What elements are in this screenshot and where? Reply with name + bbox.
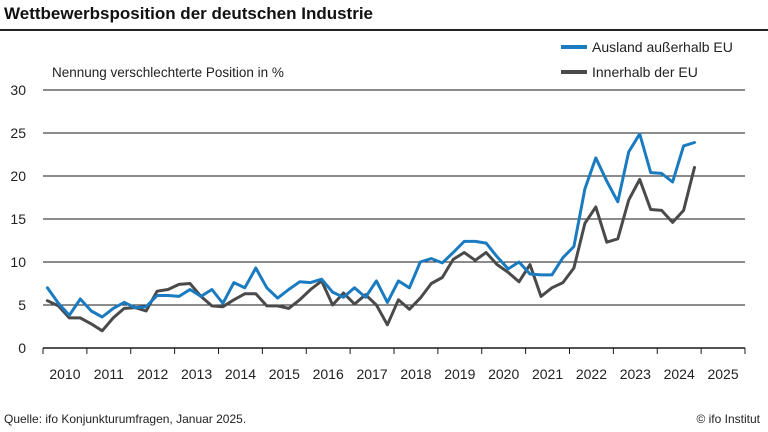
series-layer	[45, 132, 696, 333]
series-line-inside-eu	[45, 165, 696, 333]
x-tick-label: 2013	[181, 366, 212, 382]
x-tick-label: 2023	[620, 366, 651, 382]
x-tick-label: 2024	[664, 366, 695, 382]
x-tick-label: 2012	[137, 366, 168, 382]
series-line-outside-eu	[45, 132, 696, 319]
y-tick-label: 5	[18, 297, 26, 313]
title-divider	[0, 29, 768, 31]
x-tick-label: 2022	[576, 366, 607, 382]
y-tick-labels: 0 5 10 15 20 25 30	[10, 82, 26, 356]
x-tick-label: 2015	[269, 366, 300, 382]
x-tick-label: 2018	[400, 366, 431, 382]
chart-title: Wettbewerbsposition der deutschen Indust…	[4, 4, 374, 23]
x-tick-label: 2020	[488, 366, 519, 382]
x-tick-label: 2025	[707, 366, 738, 382]
x-tick-label: 2011	[94, 366, 124, 382]
x-tick-label: 2021	[532, 366, 563, 382]
legend: Ausland außerhalb EU Innerhalb der EU	[550, 34, 760, 82]
grid-layer	[42, 89, 746, 354]
y-tick-label: 10	[10, 254, 26, 270]
copyright-credit: © ifo Institut	[696, 412, 760, 426]
x-tick-label: 2017	[356, 366, 387, 382]
y-axis-label: Nennung verschlechterte Position in %	[52, 65, 284, 80]
y-tick-label: 25	[10, 125, 26, 141]
y-tick-label: 30	[10, 82, 26, 98]
x-tick-label: 2014	[225, 366, 256, 382]
x-tick-label: 2019	[444, 366, 475, 382]
y-tick-label: 0	[18, 340, 26, 356]
legend-label-outside: Ausland außerhalb EU	[592, 39, 733, 55]
y-tick-label: 20	[10, 168, 26, 184]
x-tick-label: 2010	[49, 366, 80, 382]
y-axis-label-background	[50, 62, 355, 82]
x-tick-label: 2016	[313, 366, 344, 382]
source-note: Quelle: ifo Konjunkturumfragen, Januar 2…	[4, 412, 247, 426]
legend-label-inside: Innerhalb der EU	[592, 64, 698, 80]
y-tick-label: 15	[10, 211, 26, 227]
x-tick-labels: 2010 2011 2012 2013 2014 2015 2016 2017 2018 2019…	[49, 366, 738, 382]
